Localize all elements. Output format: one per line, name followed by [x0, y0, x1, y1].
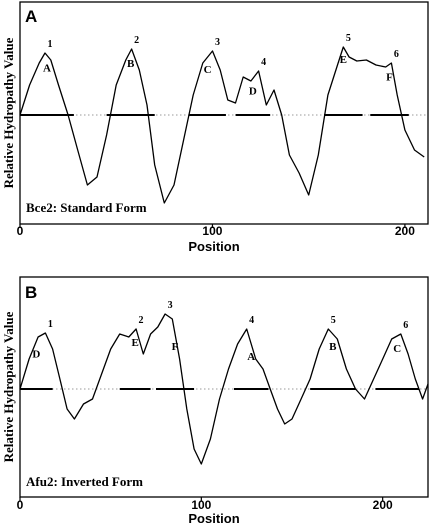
panel-a-y-axis-label: Relative Hydropathy Value	[1, 37, 16, 188]
panel-a-x-axis-label: Position	[188, 239, 239, 254]
panel-a-caption: Bce2: Standard Form	[26, 200, 147, 215]
panel-b-segment-label: E	[131, 337, 138, 349]
panel-b-peak-label: 1	[48, 319, 53, 330]
panel-b-x-axis-label: Position	[188, 511, 239, 526]
panel-b-plot: 1 2 3 4 5 6 D E F A B C	[19, 300, 429, 465]
panel-b-frame	[19, 276, 429, 498]
panel-a-x-tick-label: 200	[395, 224, 415, 238]
panel-a-letter: A	[25, 7, 37, 26]
panel-a-plot: 1 2 3 4 5 6 A B C D E F	[19, 33, 428, 204]
panel-a-segment-label: D	[249, 86, 257, 98]
panel-a-peak-label: 3	[215, 37, 220, 48]
panel-b-segment-label: C	[393, 343, 401, 355]
panel-a-segment-label: A	[43, 62, 51, 74]
panel-b-peak-label: 6	[403, 320, 408, 331]
panel-a-x-tick-label: 0	[17, 224, 24, 238]
panel-a-peak-label: 4	[261, 57, 266, 68]
panel-a-x-tick-label: 100	[202, 224, 222, 238]
panel-a: A Relative Hydropathy Value Bce2: Standa…	[1, 1, 429, 254]
panel-a-x-ticks: 0 100 200	[17, 224, 415, 238]
panel-a-peak-label: 2	[134, 35, 139, 46]
panel-b-caption: Afu2: Inverted Form	[26, 474, 143, 489]
panel-b-peak-label: 3	[168, 300, 173, 311]
panel-a-frame	[19, 1, 429, 225]
panel-a-peak-label: 6	[394, 49, 399, 60]
panel-b-segment-label: B	[329, 341, 337, 353]
panel-b-segment-label: D	[32, 348, 40, 360]
panel-b-peak-label: 2	[139, 315, 144, 326]
panel-a-segment-label: C	[204, 64, 212, 76]
panel-a-segment-label: F	[386, 71, 393, 83]
panel-a-peak-label: 5	[346, 33, 351, 44]
panel-b-segment-label: F	[172, 341, 179, 353]
panel-b-peak-label: 5	[331, 315, 336, 326]
panel-b: B Relative Hydropathy Value Afu2: Invert…	[1, 276, 429, 526]
panel-b-segment-label: A	[247, 351, 255, 363]
panel-b-hydropathy-line	[19, 313, 429, 465]
panel-b-y-axis-label: Relative Hydropathy Value	[1, 311, 16, 462]
panel-a-segment-label: B	[127, 58, 135, 70]
panel-b-peak-label: 4	[249, 315, 254, 326]
panel-b-x-tick-label: 100	[191, 498, 211, 512]
panel-a-segment-label: E	[340, 54, 347, 66]
panel-b-letter: B	[25, 283, 37, 302]
panel-b-x-ticks: 0 100 200	[17, 497, 393, 512]
panel-a-peak-label: 1	[48, 39, 53, 50]
panel-b-x-tick-label: 200	[373, 498, 393, 512]
panel-a-hydropathy-line	[19, 46, 425, 204]
panel-b-x-tick-label: 0	[17, 498, 24, 512]
